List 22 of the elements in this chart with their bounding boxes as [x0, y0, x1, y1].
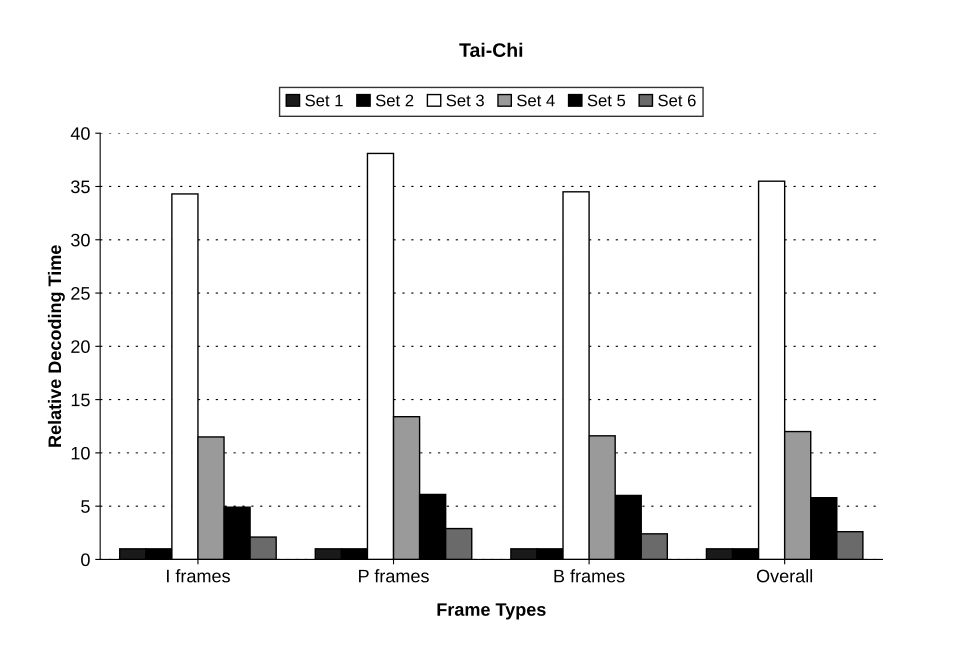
legend-label: Set 4 [517, 94, 555, 106]
legend-label: Set 2 [376, 94, 414, 106]
y-tick-label: 0 [81, 553, 90, 566]
x-tick-label: I frames [167, 569, 230, 582]
y-tick-label: 25 [71, 286, 90, 300]
y-tick-label: 15 [72, 394, 90, 406]
chart-title: Tai-Chi [459, 42, 522, 58]
y-tick-label: 5 [81, 500, 90, 513]
y-tick-label: 35 [71, 180, 90, 194]
x-tick-label: B frames [554, 569, 625, 582]
y-tick-label: 10 [72, 446, 90, 460]
legend-label: Set 1 [305, 94, 343, 106]
y-tick-label: 40 [70, 127, 90, 140]
y-tick-label: 20 [71, 340, 90, 354]
legend-label: Set 6 [658, 94, 696, 106]
x-tick-label: P frames [359, 569, 429, 582]
x-axis-title: Frame Types [437, 603, 546, 620]
legend-label: Set 5 [588, 94, 626, 106]
legend-label: Set 3 [446, 94, 484, 106]
y-tick-label: 30 [71, 234, 90, 246]
y-axis-title: Relative Decoding Time [48, 245, 65, 447]
x-tick-label: Overall [756, 569, 812, 582]
